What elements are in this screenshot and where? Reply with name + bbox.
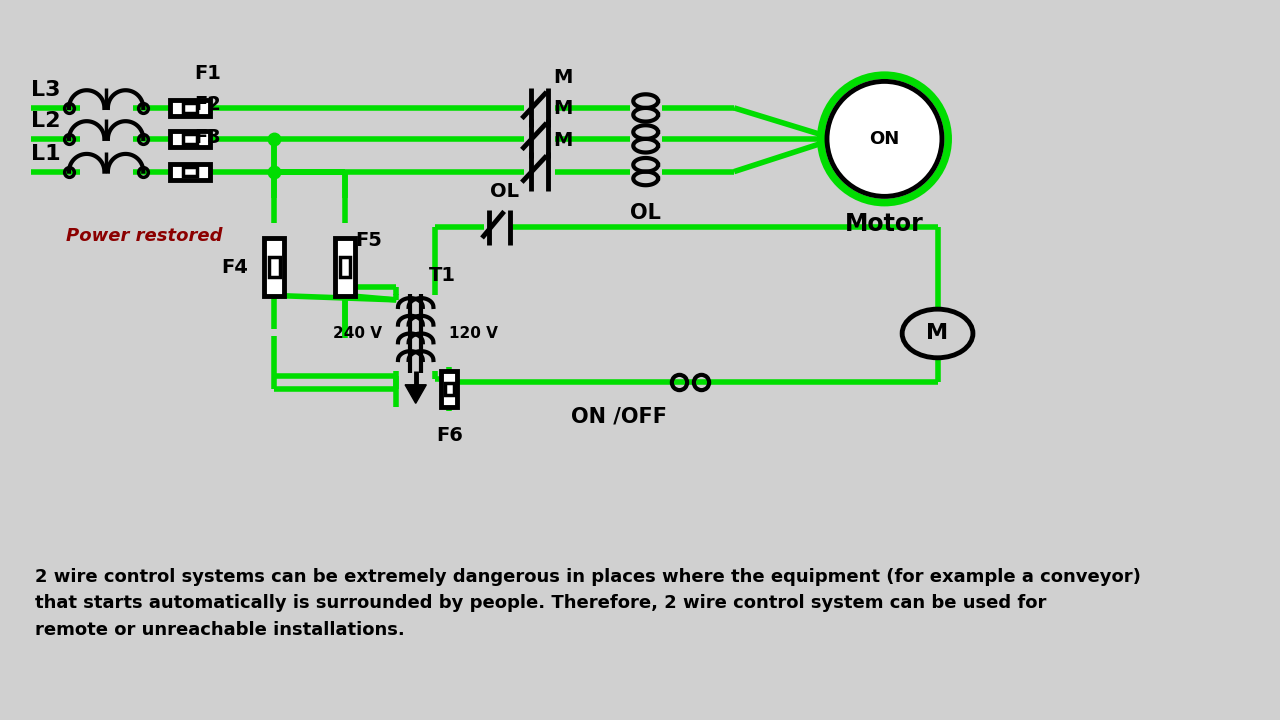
- Text: M: M: [553, 131, 572, 150]
- Text: Power restored: Power restored: [67, 228, 223, 246]
- Text: F5: F5: [356, 231, 383, 250]
- Text: 240 V: 240 V: [333, 326, 383, 341]
- Text: L2: L2: [31, 111, 60, 131]
- Text: Motor: Motor: [845, 212, 924, 236]
- Text: L1: L1: [31, 144, 60, 164]
- Bar: [265, 238, 284, 296]
- Text: ON: ON: [869, 130, 900, 148]
- Text: OL: OL: [490, 181, 518, 201]
- Bar: [183, 134, 197, 144]
- Bar: [335, 238, 355, 296]
- Circle shape: [827, 81, 942, 197]
- Bar: [183, 167, 197, 176]
- Text: F1: F1: [195, 64, 221, 84]
- Text: M: M: [553, 99, 572, 117]
- Text: 120 V: 120 V: [449, 326, 498, 341]
- Bar: [442, 372, 457, 407]
- Bar: [339, 257, 351, 277]
- Bar: [445, 383, 453, 395]
- Bar: [170, 131, 210, 147]
- Text: L3: L3: [31, 80, 60, 100]
- Polygon shape: [404, 384, 426, 403]
- Bar: [269, 257, 279, 277]
- Bar: [170, 163, 210, 179]
- Bar: [183, 103, 197, 113]
- Text: OL: OL: [630, 202, 660, 222]
- Text: F4: F4: [220, 258, 247, 276]
- Text: ON /OFF: ON /OFF: [571, 407, 667, 427]
- Text: that starts automatically is surrounded by people. Therefore, 2 wire control sys: that starts automatically is surrounded …: [36, 594, 1047, 612]
- Text: F3: F3: [195, 128, 221, 147]
- Text: M: M: [553, 68, 572, 86]
- Text: 2 wire control systems can be extremely dangerous in places where the equipment : 2 wire control systems can be extremely …: [36, 567, 1142, 585]
- Text: F2: F2: [195, 95, 221, 114]
- Text: remote or unreachable installations.: remote or unreachable installations.: [36, 621, 406, 639]
- Text: M: M: [927, 323, 948, 343]
- Bar: [170, 100, 210, 116]
- Text: T1: T1: [429, 266, 456, 285]
- Text: F6: F6: [436, 426, 463, 446]
